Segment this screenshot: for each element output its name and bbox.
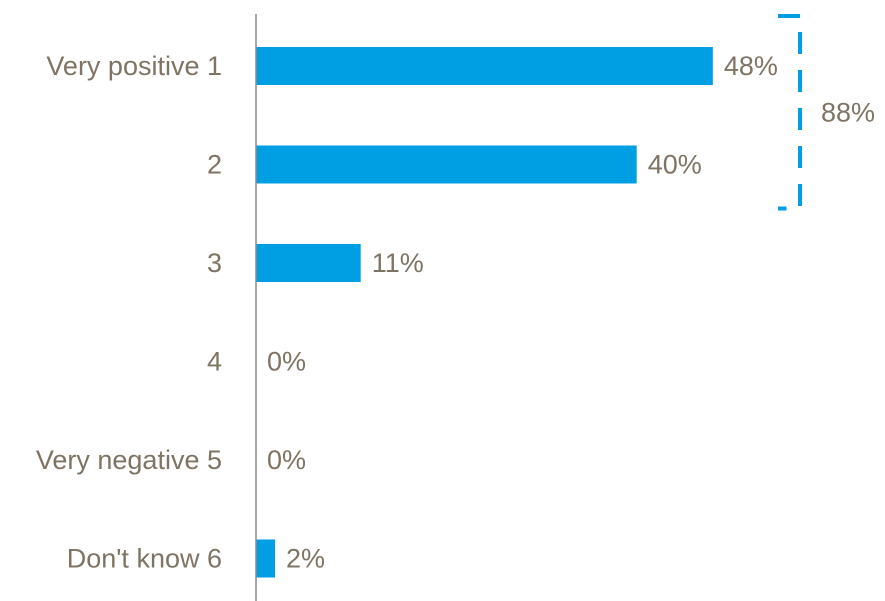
category-label: 3 bbox=[207, 248, 222, 278]
bars-group bbox=[256, 47, 713, 578]
category-label: Very positive 1 bbox=[46, 51, 222, 81]
value-label: 48% bbox=[724, 51, 778, 81]
category-label: Very negative 5 bbox=[36, 445, 222, 475]
bracket-group: 88% bbox=[778, 14, 875, 211]
value-label: 0% bbox=[267, 347, 306, 377]
summary-bracket bbox=[778, 14, 802, 211]
category-label: Don't know 6 bbox=[67, 544, 222, 574]
value-label: 0% bbox=[267, 445, 306, 475]
labels-group: Very positive 1 48%2 40%3 11%4 0%Very negati… bbox=[36, 51, 778, 574]
bar bbox=[256, 47, 713, 85]
value-label: 2% bbox=[286, 544, 325, 574]
category-label: 2 bbox=[207, 150, 222, 180]
value-label: 11% bbox=[372, 248, 424, 278]
bar bbox=[256, 145, 637, 184]
bar bbox=[256, 539, 276, 578]
bar bbox=[256, 244, 361, 282]
category-label: 4 bbox=[207, 347, 222, 377]
value-label: 40% bbox=[648, 150, 702, 180]
bracket-label: 88% bbox=[821, 97, 875, 127]
